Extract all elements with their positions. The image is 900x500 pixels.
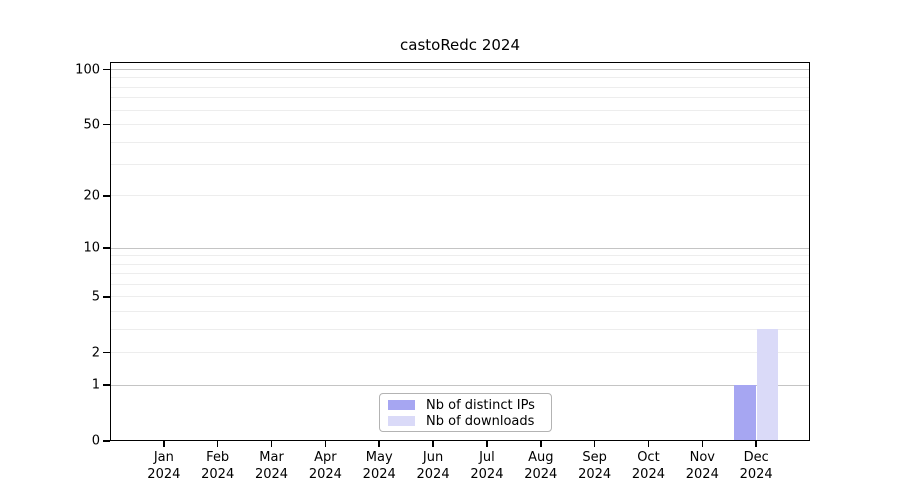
legend-label-downloads: Nb of downloads xyxy=(426,413,535,429)
x-tick-label: Nov 2024 xyxy=(685,450,719,482)
x-tick-mark xyxy=(486,441,488,447)
gridline-minor xyxy=(110,109,810,111)
y-tick-label: 5 xyxy=(91,289,100,305)
x-tick-mark xyxy=(755,441,757,447)
y-tick-label: 2 xyxy=(91,345,100,361)
gridline-minor xyxy=(110,255,810,257)
x-tick-label: May 2024 xyxy=(362,450,396,482)
gridline-minor xyxy=(110,296,810,298)
y-tick-label: 10 xyxy=(83,240,100,256)
plot-area xyxy=(110,62,810,441)
gridline-minor xyxy=(110,310,810,312)
y-tick-mark xyxy=(103,68,110,71)
y-tick-mark xyxy=(103,296,110,298)
bars-layer xyxy=(110,62,810,441)
x-tick-label: Oct 2024 xyxy=(631,450,665,482)
gridline-minor xyxy=(110,164,810,166)
x-tick-mark xyxy=(432,441,434,447)
bar-downloads xyxy=(756,329,779,441)
gridline-minor xyxy=(110,141,810,143)
legend-swatch-downloads xyxy=(388,416,415,426)
y-tick-mark xyxy=(103,351,110,354)
gridline-major xyxy=(110,69,810,71)
x-tick-label: Dec 2024 xyxy=(739,450,773,482)
gridline-minor xyxy=(110,273,810,275)
gridline-minor xyxy=(110,124,810,126)
x-tick-label: Apr 2024 xyxy=(308,450,342,482)
x-tick-label: Jul 2024 xyxy=(470,450,504,482)
gridlines-layer xyxy=(110,62,810,441)
legend-label-distinct-ips: Nb of distinct IPs xyxy=(426,397,535,413)
gridline-minor xyxy=(110,86,810,88)
x-tick-label: Aug 2024 xyxy=(524,450,558,482)
x-tick-mark xyxy=(324,441,327,447)
gridline-minor xyxy=(110,283,810,285)
y-tick-mark xyxy=(103,123,110,126)
y-tick-mark xyxy=(103,195,110,197)
x-tick-label: Jun 2024 xyxy=(416,450,450,482)
gridline-minor xyxy=(110,195,810,197)
y-tick-label: 0 xyxy=(91,433,100,449)
legend-item-downloads: Nb of downloads xyxy=(388,413,551,429)
gridline-major xyxy=(110,247,810,249)
x-tick-mark xyxy=(647,441,650,447)
gridline-minor xyxy=(110,263,810,265)
legend: Nb of distinct IPs Nb of downloads xyxy=(379,393,552,432)
y-tick-mark xyxy=(103,247,110,249)
gridline-minor xyxy=(110,97,810,99)
y-tick-label: 100 xyxy=(75,62,100,78)
legend-item-distinct-ips: Nb of distinct IPs xyxy=(388,397,551,413)
y-tick-label: 20 xyxy=(83,188,100,204)
gridline-minor xyxy=(110,77,810,79)
y-tick-label: 1 xyxy=(91,377,100,393)
x-tick-mark xyxy=(593,441,596,447)
chart-title: castoRedc 2024 xyxy=(400,36,520,54)
x-tick-mark xyxy=(378,441,380,447)
gridline-major xyxy=(110,384,810,386)
x-tick-mark xyxy=(216,441,219,447)
x-tick-mark xyxy=(163,441,165,447)
bar-distinct-ips xyxy=(734,385,756,441)
legend-swatch-distinct-ips xyxy=(388,400,415,410)
y-tick-mark xyxy=(103,384,110,386)
x-tick-label: Mar 2024 xyxy=(254,450,289,482)
gridline-minor xyxy=(110,328,810,330)
x-tick-label: Feb 2024 xyxy=(201,450,235,482)
x-tick-mark xyxy=(540,441,542,447)
y-tick-label: 50 xyxy=(83,117,100,133)
y-tick-mark xyxy=(103,440,110,442)
x-tick-mark xyxy=(270,441,273,447)
x-tick-label: Sep 2024 xyxy=(578,450,612,482)
gridline-minor xyxy=(110,352,810,354)
x-tick-label: Jan 2024 xyxy=(147,450,181,482)
x-tick-mark xyxy=(701,441,704,447)
